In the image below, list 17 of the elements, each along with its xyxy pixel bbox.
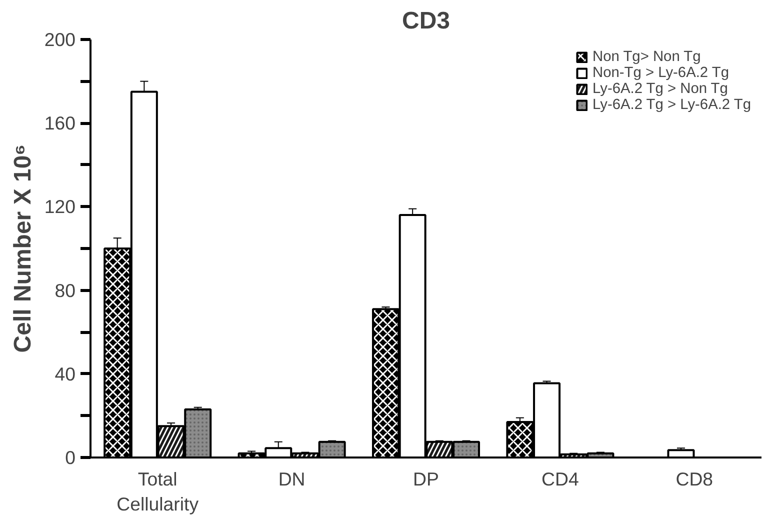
x-tick-label: CD8 [676,468,714,490]
y-tick-label: 80 [54,280,76,301]
legend-label: Non Tg> Non Tg [592,49,701,65]
legend-label: Ly-6A.2 Tg > Non Tg [592,81,728,97]
y-axis-title: Cell Number X 10⁶ [9,144,36,353]
y-tick-label: 200 [44,29,76,50]
y-tick-label: 120 [44,196,76,218]
x-tick-label: DP [413,468,439,490]
legend-label: Ly-6A.2 Tg > Ly-6A.2 Tg [592,97,751,113]
x-tick-label: CD4 [542,468,579,490]
chart-title: CD3 [402,8,450,34]
x-tick-label: Total Cellularity [116,468,200,515]
y-tick-label: 0 [65,447,76,468]
y-tick-label: 40 [54,363,76,384]
legend-label: Non-Tg > Ly-6A.2 Tg [592,65,729,81]
y-tick-label: 160 [44,112,76,134]
x-tick-label: DN [278,468,306,490]
